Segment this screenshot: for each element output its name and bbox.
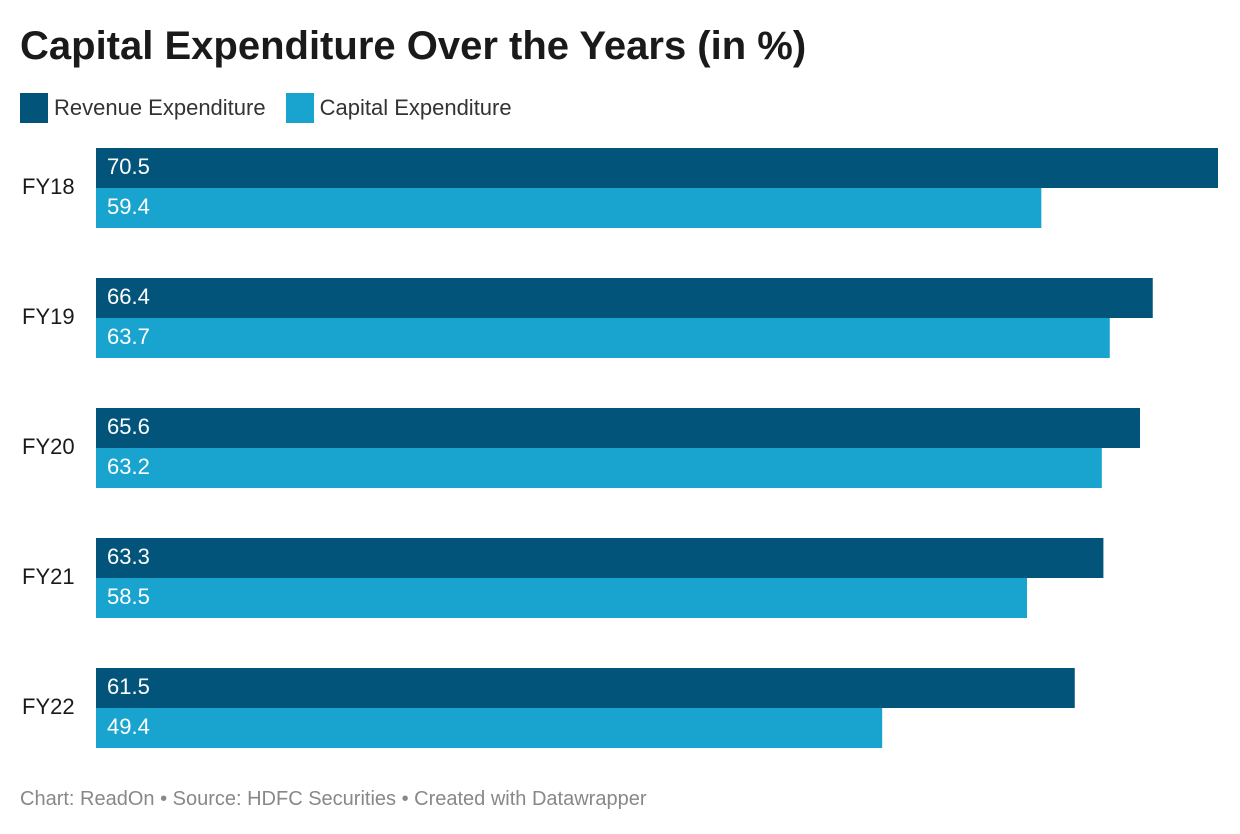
- data-label-capital-expenditure-fy18: 59.4: [107, 194, 150, 219]
- category-label-fy19: FY19: [22, 304, 75, 329]
- legend-item-capital-expenditure: Capital Expenditure: [285, 93, 512, 123]
- data-label-capital-expenditure-fy20: 63.2: [107, 454, 150, 479]
- legend-swatch-revenue-expenditure: [20, 93, 48, 123]
- bar-revenue-expenditure-fy21: [96, 538, 1104, 578]
- data-label-revenue-expenditure-fy18: 70.5: [107, 154, 150, 179]
- data-label-revenue-expenditure-fy21: 63.3: [107, 544, 150, 569]
- bar-capital-expenditure-fy18: [96, 188, 1042, 228]
- legend-label-capital-expenditure: Capital Expenditure: [319, 95, 512, 120]
- data-label-capital-expenditure-fy22: 49.4: [107, 714, 150, 739]
- chart-footer: Chart: ReadOn • Source: HDFC Securities …: [20, 788, 647, 810]
- legend: Revenue Expenditure Capital Expenditure: [20, 92, 532, 124]
- bar-revenue-expenditure-fy22: [96, 668, 1075, 708]
- category-label-fy21: FY21: [22, 564, 75, 589]
- bar-revenue-expenditure-fy19: [96, 278, 1153, 318]
- bar-capital-expenditure-fy21: [96, 578, 1028, 618]
- data-label-capital-expenditure-fy19: 63.7: [107, 324, 150, 349]
- data-label-revenue-expenditure-fy22: 61.5: [107, 674, 150, 699]
- category-label-fy18: FY18: [22, 174, 75, 199]
- data-label-revenue-expenditure-fy20: 65.6: [107, 414, 150, 439]
- category-label-fy20: FY20: [22, 434, 75, 459]
- bar-capital-expenditure-fy19: [96, 318, 1110, 358]
- chart-title: Capital Expenditure Over the Years (in %…: [20, 24, 807, 68]
- data-label-capital-expenditure-fy21: 58.5: [107, 584, 150, 609]
- bar-revenue-expenditure-fy20: [96, 408, 1141, 448]
- legend-item-revenue-expenditure: Revenue Expenditure: [20, 93, 266, 123]
- legend-label-revenue-expenditure: Revenue Expenditure: [54, 95, 266, 120]
- category-label-fy22: FY22: [22, 694, 75, 719]
- legend-swatch-capital-expenditure: [285, 93, 314, 123]
- data-label-revenue-expenditure-fy19: 66.4: [107, 284, 150, 309]
- bar-revenue-expenditure-fy18: [96, 148, 1218, 188]
- bar-capital-expenditure-fy20: [96, 448, 1102, 488]
- bar-capital-expenditure-fy22: [96, 708, 883, 748]
